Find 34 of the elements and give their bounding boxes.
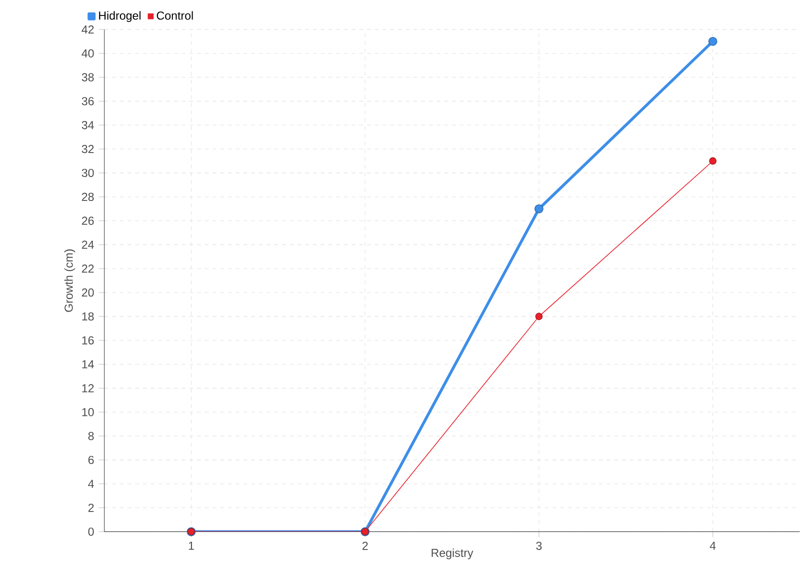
y-tick-label: 30 (82, 169, 94, 178)
x-axis-title: Registry (432, 548, 474, 560)
y-tick-label: 28 (82, 192, 94, 202)
y-tick-label: 40 (82, 49, 94, 58)
x-tick-label: 2 (362, 542, 368, 550)
y-axis-title: Growth (cm) (64, 250, 76, 312)
y-tick-label: 4 (88, 480, 94, 488)
y-tick-label: 38 (82, 73, 94, 82)
y-tick-label: 8 (88, 432, 94, 440)
y-tick-label: 10 (82, 408, 94, 416)
x-tick-label: 1 (188, 542, 194, 550)
y-tick-label: 32 (82, 145, 94, 154)
y-tick-label: 6 (88, 456, 94, 464)
y-tick-label: 16 (82, 336, 94, 345)
legend-label: Control (156, 11, 193, 20)
x-tick-label: 3 (536, 542, 542, 550)
y-tick-label: 36 (82, 97, 94, 106)
y-tick-label: 26 (82, 216, 94, 226)
y-tick-label: 14 (82, 360, 94, 368)
y-tick-label: 42 (82, 26, 94, 34)
y-tick-label: 0 (88, 528, 94, 536)
y-tick-label: 34 (82, 121, 94, 130)
y-tick-label: 12 (82, 384, 94, 392)
y-tick-label: 18 (82, 312, 94, 321)
y-tick-label: 20 (82, 288, 94, 297)
legend-label: Hidrogel (99, 11, 141, 22)
point (534, 204, 544, 214)
x-tick-label: 4 (710, 542, 716, 550)
y-tick-label: 22 (82, 264, 94, 273)
point (708, 37, 718, 46)
point (709, 158, 716, 165)
y-tick-label: 24 (82, 240, 94, 249)
point (535, 312, 543, 320)
y-tick-label: 2 (88, 504, 94, 512)
